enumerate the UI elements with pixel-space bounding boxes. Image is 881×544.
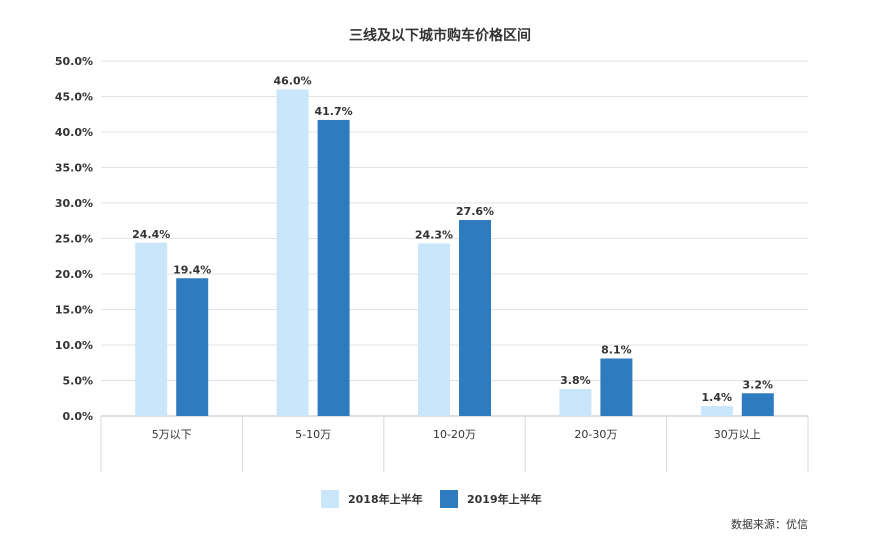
y-tick-label: 40.0% [55, 126, 93, 139]
data-label: 24.4% [132, 228, 170, 241]
data-label: 27.6% [456, 205, 494, 218]
y-tick-label: 5.0% [62, 375, 93, 388]
legend-swatch [440, 490, 458, 508]
y-tick-label: 30.0% [55, 197, 93, 210]
bar [459, 220, 491, 416]
bar [559, 389, 592, 416]
legend-label: 2018年上半年 [348, 492, 423, 506]
x-tick-label: 5万以下 [152, 428, 192, 441]
y-tick-label: 25.0% [55, 233, 93, 246]
source-note: 数据来源：优信 [731, 517, 808, 531]
bar [176, 278, 209, 416]
x-tick-label: 20-30万 [574, 428, 617, 441]
bar [741, 393, 774, 416]
data-label: 41.7% [315, 105, 353, 118]
y-tick-label: 50.0% [55, 55, 93, 68]
x-tick-label: 10-20万 [433, 428, 476, 441]
data-label: 24.3% [415, 228, 453, 241]
y-tick-label: 0.0% [62, 410, 93, 423]
bar [135, 242, 168, 416]
bar [317, 119, 350, 417]
y-tick-label: 10.0% [55, 339, 93, 352]
y-tick-label: 45.0% [55, 91, 93, 104]
legend-label: 2019年上半年 [467, 492, 542, 506]
bar [418, 243, 450, 416]
data-label: 8.1% [601, 343, 632, 356]
y-tick-label: 35.0% [55, 162, 93, 175]
x-tick-label: 30万以上 [714, 428, 761, 441]
data-labels: 24.4% 19.4% 46.0% 41.7% 24.3%27.6% 3.8% 8.1% 1.… [132, 74, 773, 404]
axes: 0.0% 5.0% 10.0% 15.0% 20.0% 25.0% 30.0% 35.0% 40… [55, 55, 809, 472]
legend-swatch [321, 490, 339, 508]
chart-title: 三线及以下城市购车价格区间 [349, 27, 531, 44]
y-tick-label: 20.0% [55, 268, 93, 281]
legend: 2018年上半年 2019年上半年 [321, 490, 542, 508]
bar [700, 406, 733, 416]
x-tick-label: 5-10万 [295, 428, 331, 441]
data-label: 1.4% [702, 391, 733, 404]
data-label: 19.4% [173, 263, 211, 276]
grid-lines [101, 60, 808, 417]
data-label: 46.0% [274, 74, 312, 87]
data-label: 3.8% [560, 374, 591, 387]
y-tick-label: 15.0% [55, 304, 93, 317]
data-label: 3.2% [743, 378, 774, 391]
bars [135, 89, 774, 417]
bar [600, 358, 633, 416]
bar [276, 89, 309, 417]
